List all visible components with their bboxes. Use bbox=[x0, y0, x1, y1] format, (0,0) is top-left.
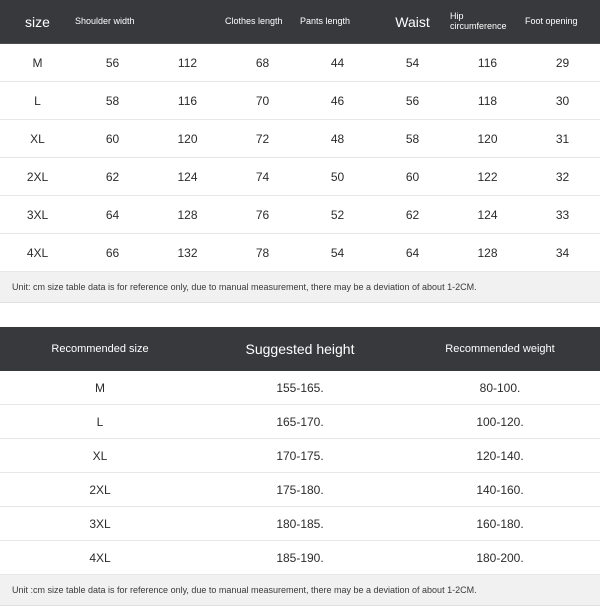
spacer bbox=[0, 303, 600, 327]
cell: 33 bbox=[525, 208, 600, 222]
table-row: M 155-165. 80-100. bbox=[0, 371, 600, 405]
cell: 80-100. bbox=[400, 381, 600, 395]
table1-footnote: Unit: cm size table data is for referenc… bbox=[0, 272, 600, 303]
table-row: 4XL 185-190. 180-200. bbox=[0, 541, 600, 575]
cell: 64 bbox=[375, 246, 450, 260]
cell: 74 bbox=[225, 170, 300, 184]
cell: M bbox=[0, 56, 75, 70]
cell: 128 bbox=[450, 246, 525, 260]
table-row: 4XL 66 132 78 54 64 128 34 bbox=[0, 234, 600, 272]
cell: 56 bbox=[75, 56, 150, 70]
cell: 29 bbox=[525, 56, 600, 70]
col-hip: Hip circumference bbox=[450, 12, 525, 32]
cell: 60 bbox=[75, 132, 150, 146]
cell: 120 bbox=[450, 132, 525, 146]
size-table-1: size Shoulder width Clothes length Pants… bbox=[0, 0, 600, 303]
cell: 4XL bbox=[0, 551, 200, 565]
cell: 124 bbox=[450, 208, 525, 222]
table-row: 3XL 180-185. 160-180. bbox=[0, 507, 600, 541]
cell: 2XL bbox=[0, 483, 200, 497]
col-size: size bbox=[0, 14, 75, 30]
table2-header-row: Recommended size Suggested height Recomm… bbox=[0, 327, 600, 371]
table-row: L 58 116 70 46 56 118 30 bbox=[0, 82, 600, 120]
cell: 32 bbox=[525, 170, 600, 184]
table-row: 3XL 64 128 76 52 62 124 33 bbox=[0, 196, 600, 234]
cell: 44 bbox=[300, 56, 375, 70]
cell: 3XL bbox=[0, 517, 200, 531]
cell: 185-190. bbox=[200, 551, 400, 565]
table-row: M 56 112 68 44 54 116 29 bbox=[0, 44, 600, 82]
table-row: 2XL 175-180. 140-160. bbox=[0, 473, 600, 507]
col-recommended-size: Recommended size bbox=[0, 343, 200, 355]
cell: 70 bbox=[225, 94, 300, 108]
table-row: L 165-170. 100-120. bbox=[0, 405, 600, 439]
cell: 128 bbox=[150, 208, 225, 222]
table-row: XL 60 120 72 48 58 120 31 bbox=[0, 120, 600, 158]
size-table-2: Recommended size Suggested height Recomm… bbox=[0, 327, 600, 606]
cell: 155-165. bbox=[200, 381, 400, 395]
cell: L bbox=[0, 415, 200, 429]
cell: 72 bbox=[225, 132, 300, 146]
cell: 46 bbox=[300, 94, 375, 108]
cell: 140-160. bbox=[400, 483, 600, 497]
cell: 132 bbox=[150, 246, 225, 260]
col-pants-length: Pants length bbox=[300, 17, 375, 27]
cell: 31 bbox=[525, 132, 600, 146]
table1-header-row: size Shoulder width Clothes length Pants… bbox=[0, 0, 600, 44]
cell: 116 bbox=[450, 56, 525, 70]
cell: 60 bbox=[375, 170, 450, 184]
cell: 58 bbox=[375, 132, 450, 146]
cell: 3XL bbox=[0, 208, 75, 222]
cell: 34 bbox=[525, 246, 600, 260]
cell: 76 bbox=[225, 208, 300, 222]
col-waist: Waist bbox=[375, 14, 450, 30]
cell: 124 bbox=[150, 170, 225, 184]
cell: 120 bbox=[150, 132, 225, 146]
cell: 54 bbox=[375, 56, 450, 70]
cell: 122 bbox=[450, 170, 525, 184]
cell: 56 bbox=[375, 94, 450, 108]
cell: 30 bbox=[525, 94, 600, 108]
cell: 180-185. bbox=[200, 517, 400, 531]
col-shoulder-width: Shoulder width bbox=[75, 17, 150, 27]
cell: 66 bbox=[75, 246, 150, 260]
cell: 170-175. bbox=[200, 449, 400, 463]
cell: 62 bbox=[75, 170, 150, 184]
cell: 54 bbox=[300, 246, 375, 260]
cell: 112 bbox=[150, 56, 225, 70]
col-recommended-weight: Recommended weight bbox=[400, 343, 600, 355]
cell: XL bbox=[0, 132, 75, 146]
cell: 116 bbox=[150, 94, 225, 108]
cell: 58 bbox=[75, 94, 150, 108]
cell: L bbox=[0, 94, 75, 108]
cell: 52 bbox=[300, 208, 375, 222]
cell: 118 bbox=[450, 94, 525, 108]
cell: 2XL bbox=[0, 170, 75, 184]
cell: M bbox=[0, 381, 200, 395]
cell: 165-170. bbox=[200, 415, 400, 429]
col-suggested-height: Suggested height bbox=[200, 341, 400, 357]
cell: 48 bbox=[300, 132, 375, 146]
col-foot-opening: Foot opening bbox=[525, 17, 600, 27]
cell: XL bbox=[0, 449, 200, 463]
table2-footnote: Unit :cm size table data is for referenc… bbox=[0, 575, 600, 606]
table-row: 2XL 62 124 74 50 60 122 32 bbox=[0, 158, 600, 196]
cell: 160-180. bbox=[400, 517, 600, 531]
cell: 50 bbox=[300, 170, 375, 184]
cell: 62 bbox=[375, 208, 450, 222]
cell: 4XL bbox=[0, 246, 75, 260]
cell: 120-140. bbox=[400, 449, 600, 463]
col-clothes-length: Clothes length bbox=[225, 17, 300, 27]
cell: 100-120. bbox=[400, 415, 600, 429]
cell: 175-180. bbox=[200, 483, 400, 497]
cell: 64 bbox=[75, 208, 150, 222]
cell: 68 bbox=[225, 56, 300, 70]
cell: 78 bbox=[225, 246, 300, 260]
cell: 180-200. bbox=[400, 551, 600, 565]
table-row: XL 170-175. 120-140. bbox=[0, 439, 600, 473]
